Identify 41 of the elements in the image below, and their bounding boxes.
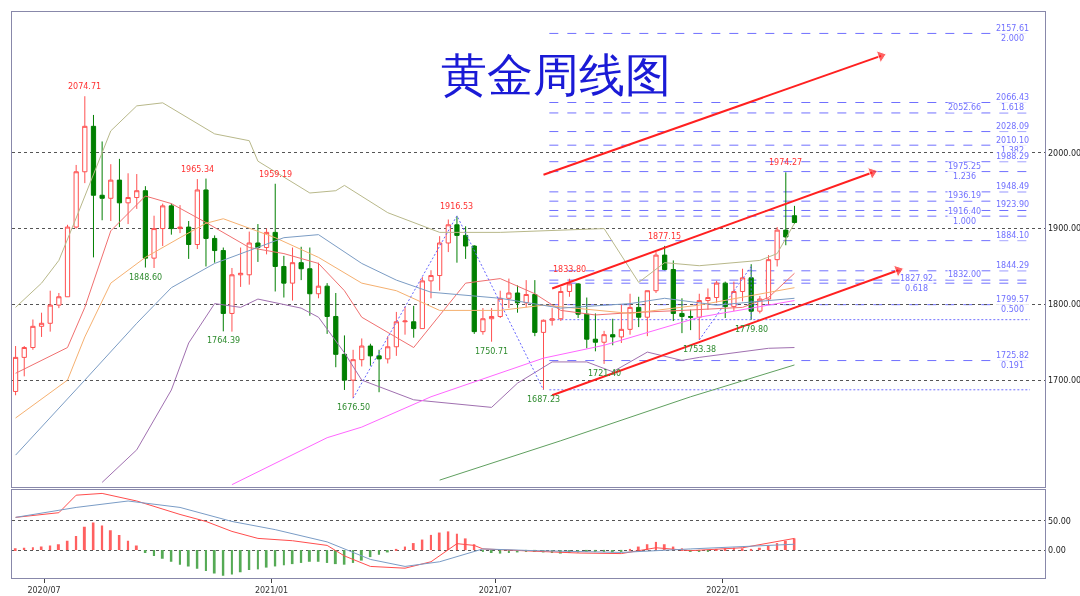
x-tick-label: 2020/07: [27, 585, 61, 595]
annotation: 1916.53: [440, 202, 474, 211]
ref-line-label: 1916.40 1.000: [948, 207, 982, 227]
y-tick-label: 50.00: [1048, 516, 1071, 526]
ref-line-label: 1975.25 1.236: [948, 162, 982, 182]
annotation: 1750.71: [475, 347, 509, 356]
ref-line-label: 1884.10: [996, 231, 1030, 240]
y-tick-label: 1800.00: [1048, 300, 1080, 310]
ref-line-label: 1844.29: [996, 261, 1030, 270]
annotation: 1764.39: [207, 336, 241, 345]
ref-line-label: 2066.43 1.618: [996, 93, 1030, 113]
annotation: 1959.19: [259, 170, 293, 179]
ref-line-label: 2157.61 2.000: [996, 24, 1030, 44]
x-tick-label: 2022/01: [706, 585, 740, 595]
x-tick-label: 2021/01: [254, 585, 289, 595]
annotation: 1779.80: [735, 325, 769, 334]
annotation: 2074.71: [68, 82, 102, 91]
annotation: 1877.15: [648, 232, 682, 241]
annotation: 1848.60: [129, 273, 163, 282]
ref-line-label: 2028.09: [996, 122, 1030, 131]
annotation: 1676.50: [337, 403, 371, 412]
annotation: 1974.27: [769, 158, 803, 167]
ref-line-label: 1948.49: [996, 182, 1030, 191]
ref-line-label: 1827.92 0.618: [900, 274, 934, 294]
y-tick-label: 1900.00: [1048, 224, 1080, 234]
y-tick-label: 2000.00: [1048, 148, 1080, 158]
annotation: 1833.80: [553, 265, 587, 274]
annotation: 1753.38: [683, 345, 717, 354]
annotation: 1687.23: [527, 395, 561, 404]
y-tick-label: 1700.00: [1048, 375, 1080, 385]
ref-line-label: 2052.66: [948, 103, 982, 112]
x-tick-label: 2021/07: [478, 585, 512, 595]
ref-line-label: 1923.90: [996, 200, 1030, 209]
ref-line-label: 1725.82 0.191: [996, 351, 1030, 371]
text: 黄金周线图: [441, 48, 671, 102]
y-tick-label: 0.00: [1048, 545, 1066, 555]
ref-line-label: 1832.00: [948, 270, 982, 279]
ref-line-label: 1988.29: [996, 152, 1030, 161]
ref-line-label: 1799.57 0.500: [996, 295, 1030, 315]
ref-line-label: 1936.19: [948, 191, 982, 200]
annotation: 1965.34: [181, 165, 215, 174]
